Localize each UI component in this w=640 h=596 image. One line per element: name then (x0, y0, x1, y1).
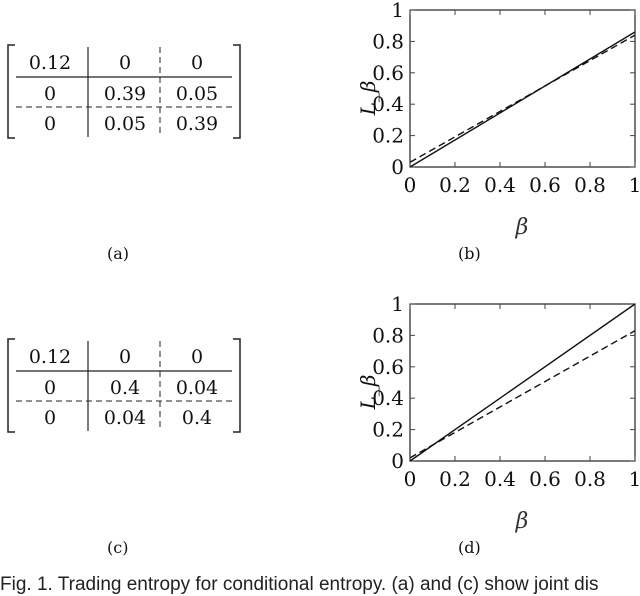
plot-frame (409, 303, 636, 462)
x-tick-label: 1 (629, 467, 640, 491)
y-tick-label: 0.2 (372, 418, 404, 442)
right-bracket (233, 338, 241, 433)
y-tick-label: 1 (391, 292, 404, 316)
x-tick-label: 0.4 (484, 467, 516, 491)
y-tick-label: 0.6 (372, 61, 404, 85)
y-axis-label-d: L_β (356, 374, 380, 410)
x-axis-label: β (515, 509, 529, 534)
y-tick-label: 0.8 (372, 29, 404, 53)
y-axis-label-b: L_β (356, 80, 380, 116)
matrix-cell: 0 (191, 52, 203, 74)
figure-caption: Fig. 1. Trading entropy for conditional … (0, 574, 599, 595)
y-tick-label: 0 (391, 155, 404, 179)
matrix-cell: 0.05 (104, 113, 146, 135)
matrix-cell: 0 (44, 377, 56, 399)
subfig-label-a: (a) (107, 244, 130, 263)
series-line-dashed (409, 330, 636, 459)
plot-frame (409, 9, 636, 168)
series-line-dashed (409, 34, 636, 163)
x-tick-label: 0.8 (574, 173, 606, 197)
x-tick-label: 0.8 (574, 467, 606, 491)
matrix-cell: 0.04 (176, 377, 218, 399)
matrix-cell: 0 (44, 407, 56, 429)
y-tick-label: 1 (391, 0, 404, 22)
x-tick-label: 0.6 (529, 173, 561, 197)
x-tick-label: 0.6 (529, 467, 561, 491)
subfig-label-d: (d) (458, 538, 481, 557)
x-tick-label: 0.2 (439, 173, 471, 197)
matrix-cell: 0.04 (104, 407, 146, 429)
matrix-cell: 0 (44, 83, 56, 105)
y-tick-label: 0.4 (372, 92, 404, 116)
x-tick-label: 0.4 (484, 173, 516, 197)
x-tick-label: 0 (404, 467, 417, 491)
series-line-solid (409, 303, 636, 462)
matrix-cell: 0.12 (29, 52, 71, 74)
left-bracket (7, 338, 15, 433)
x-tick-label: 0.2 (439, 467, 471, 491)
subfig-label-b: (b) (458, 244, 481, 263)
y-tick-label: 0.8 (372, 323, 404, 347)
matrix-cell: 0.4 (110, 377, 140, 399)
matrix-cell: 0.4 (182, 407, 212, 429)
left-bracket (7, 44, 15, 139)
x-axis-label: β (515, 215, 529, 240)
x-tick-label: 1 (629, 173, 640, 197)
y-tick-label: 0.2 (372, 124, 404, 148)
y-tick-label: 0 (391, 449, 404, 473)
x-tick-label: 0 (404, 173, 417, 197)
matrix-cell: 0 (44, 113, 56, 135)
y-tick-label: 0.6 (372, 355, 404, 379)
subfig-label-c: (c) (107, 538, 129, 557)
right-bracket (233, 44, 241, 139)
series-line-solid (409, 31, 636, 168)
matrix-cell: 0 (191, 346, 203, 368)
y-tick-label: 0.4 (372, 386, 404, 410)
matrix-cell: 0.12 (29, 346, 71, 368)
matrix-cell: 0.39 (176, 113, 218, 135)
matrix-cell: 0 (119, 346, 131, 368)
matrix-cell: 0.05 (176, 83, 218, 105)
matrix-cell: 0 (119, 52, 131, 74)
matrix-cell: 0.39 (104, 83, 146, 105)
